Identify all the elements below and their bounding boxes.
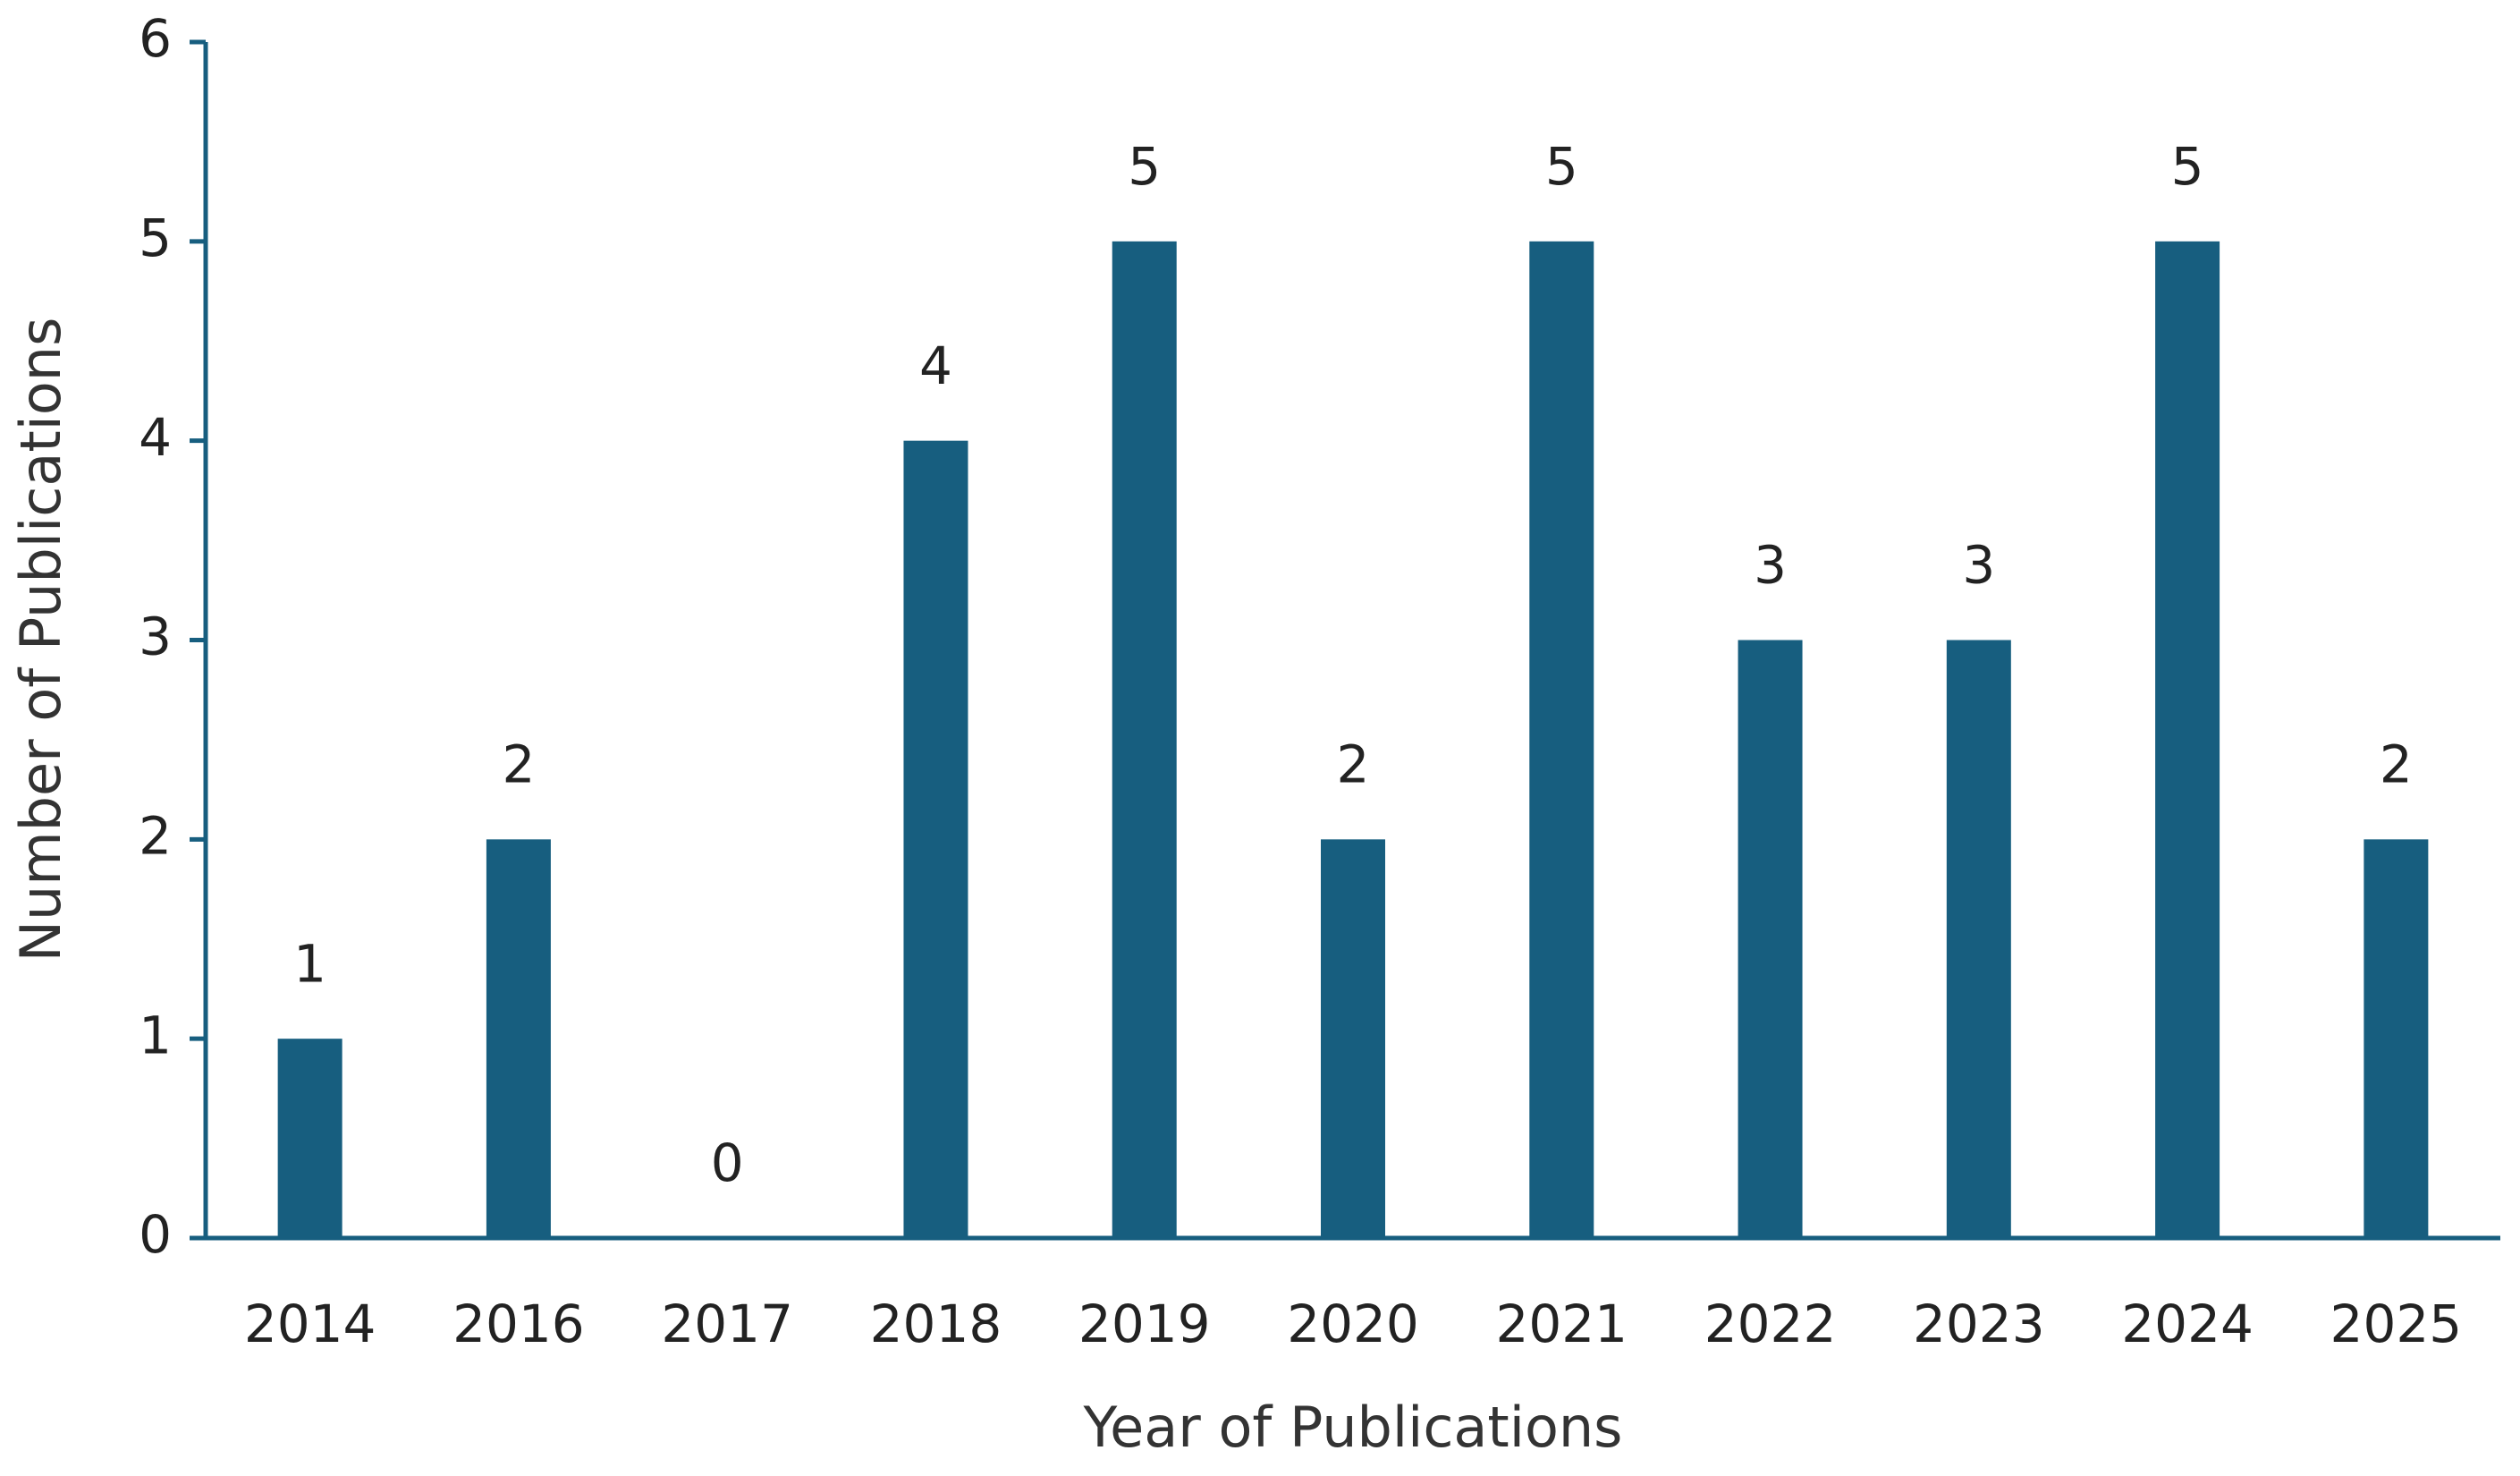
x-axis-title: Year of Publications [1083, 1395, 1623, 1460]
x-tick-label: 2016 [452, 1294, 585, 1354]
x-tick-label: 2014 [244, 1294, 376, 1354]
bar [1529, 241, 1594, 1238]
x-tick-label: 2017 [661, 1294, 793, 1354]
data-label: 1 [293, 933, 326, 994]
data-label: 5 [1545, 136, 1578, 197]
y-tick-label: 4 [139, 407, 172, 468]
bar [277, 1039, 342, 1238]
bar [1112, 241, 1177, 1238]
x-tick-label: 2021 [1495, 1294, 1628, 1354]
bar [903, 440, 968, 1239]
bar [2155, 241, 2220, 1238]
x-tick-label: 2019 [1078, 1294, 1211, 1354]
data-label: 2 [2380, 734, 2413, 794]
bar [1946, 640, 2011, 1238]
data-label: 4 [919, 335, 952, 396]
y-tick-label: 5 [139, 208, 172, 268]
y-tick-label: 1 [139, 1005, 172, 1065]
x-tick-label: 2025 [2330, 1294, 2463, 1354]
y-tick-label: 2 [139, 805, 172, 866]
bar [486, 839, 551, 1238]
data-label: 3 [1962, 535, 1995, 596]
x-tick-label: 2020 [1287, 1294, 1419, 1354]
bar [2364, 839, 2429, 1238]
data-label: 2 [1337, 734, 1370, 794]
y-tick-label: 0 [139, 1204, 172, 1265]
bar [1321, 839, 1385, 1238]
x-tick-label: 2023 [1913, 1294, 2045, 1354]
data-label: 2 [502, 734, 535, 794]
x-tick-label: 2024 [2121, 1294, 2254, 1354]
y-tick-label: 6 [139, 8, 172, 69]
x-tick-label: 2022 [1704, 1294, 1837, 1354]
y-tick-label: 3 [139, 607, 172, 667]
data-label: 3 [1754, 535, 1787, 596]
data-label: 5 [2171, 136, 2204, 197]
bar [1738, 640, 1803, 1238]
data-label: 0 [711, 1132, 744, 1193]
y-axis-title: Number of Publications [8, 318, 73, 963]
data-label: 5 [1128, 136, 1161, 197]
x-tick-label: 2018 [870, 1294, 1002, 1354]
